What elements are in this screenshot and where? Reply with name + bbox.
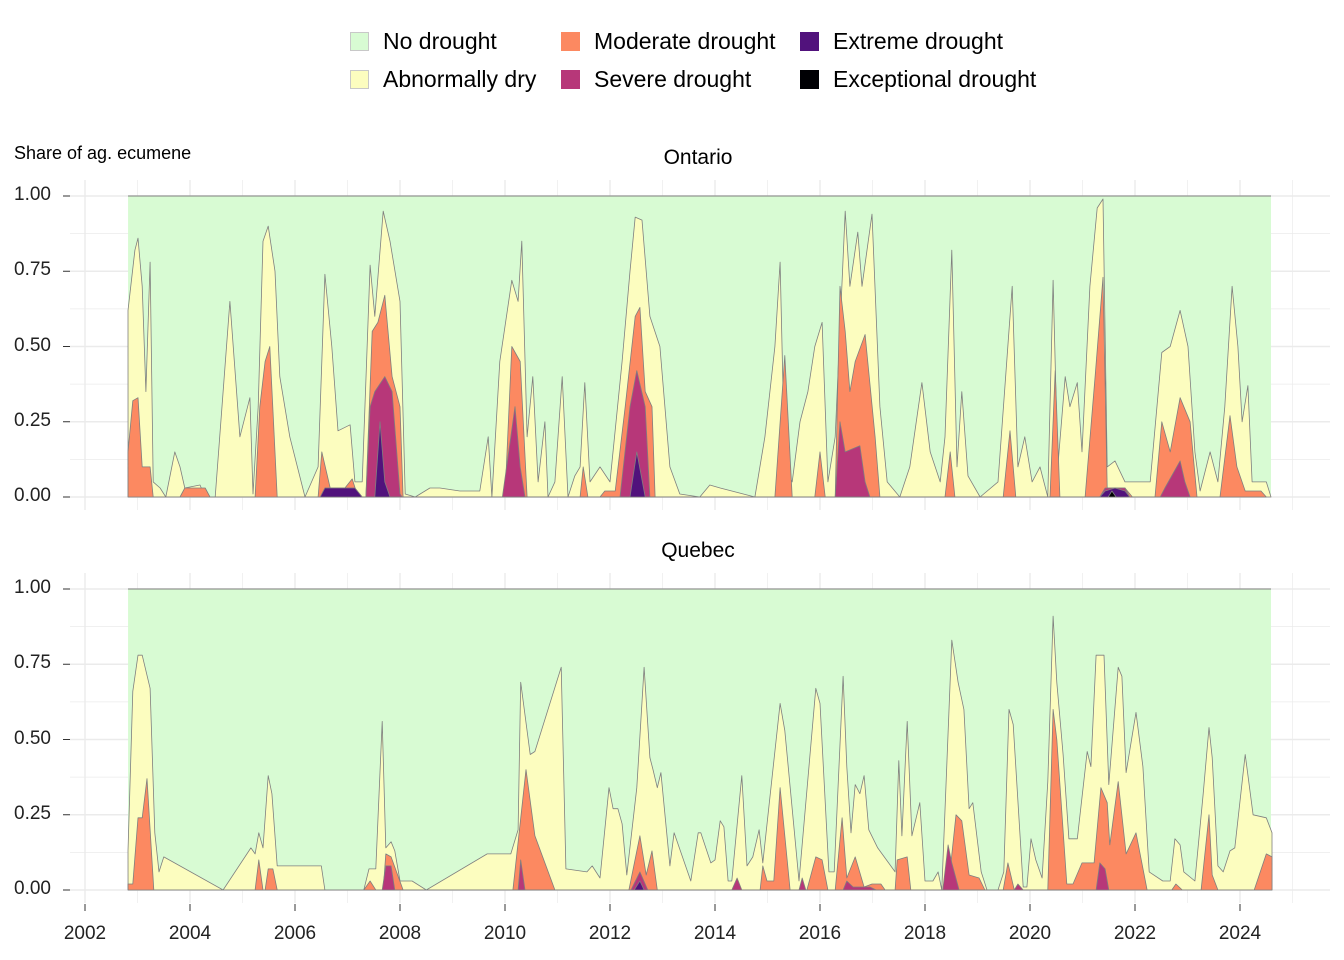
- y-tick-label: 0.25: [14, 409, 51, 431]
- x-tick-label: 2002: [63, 923, 107, 944]
- y-tick-label: 1.00: [14, 577, 51, 598]
- legend-swatch: [350, 31, 369, 51]
- x-tick-label: 2018: [903, 923, 947, 944]
- legend-label: Exceptional drought: [833, 65, 1037, 92]
- area-d2-quebec: [381, 844, 1110, 891]
- x-tick-label: 2022: [1113, 923, 1157, 944]
- y-tick-label: 0.00: [14, 878, 51, 899]
- legend-swatch: [800, 31, 819, 51]
- legend-item-severe: Severe drought: [561, 64, 751, 94]
- y-axis-label: Share of ag. ecumene: [14, 143, 192, 163]
- legend-item-abnormally-dry: Abnormally dry: [350, 64, 536, 94]
- x-tick-label: 2006: [273, 923, 317, 944]
- y-tick-label: 0.75: [14, 259, 51, 281]
- x-tick-label: 2024: [1218, 923, 1262, 944]
- x-tick-label: 2010: [483, 923, 527, 944]
- area-d0-ontario: [127, 198, 1272, 498]
- legend-label: Moderate drought: [594, 27, 776, 54]
- area-d1-ontario: [127, 276, 1267, 498]
- panel-title-ontario: Ontario: [663, 146, 733, 169]
- legend-label: Extreme drought: [833, 27, 1004, 54]
- area-d0-quebec: [127, 615, 1273, 891]
- legend-swatch: [561, 31, 580, 51]
- area-d4-ontario: [1107, 490, 1117, 498]
- y-tick-label: 0.00: [14, 485, 51, 506]
- y-tick-label: 0.50: [14, 727, 51, 749]
- legend-label: Abnormally dry: [383, 65, 537, 92]
- legend-label: No drought: [383, 27, 497, 54]
- y-tick-label: 0.75: [14, 652, 51, 674]
- x-tick-label: 2008: [378, 923, 422, 944]
- y-tick-label: 0.50: [14, 334, 51, 356]
- y-tick-label: 0.25: [14, 802, 51, 824]
- legend-swatch: [561, 69, 580, 89]
- area-d1-quebec: [127, 709, 1273, 891]
- legend-swatch: [800, 69, 819, 89]
- x-tick-label: 2014: [693, 923, 737, 944]
- x-tick-label: 2016: [798, 923, 842, 944]
- panel-title-quebec: Quebec: [661, 539, 735, 562]
- x-tick-label: 2020: [1008, 923, 1052, 944]
- area-d3-ontario: [319, 421, 1131, 498]
- legend-label: Severe drought: [594, 65, 752, 92]
- area-d3-quebec: [633, 880, 645, 891]
- area-d2-ontario: [319, 370, 1191, 498]
- legend-swatch: [350, 69, 369, 89]
- x-tick-label: 2004: [168, 923, 212, 944]
- x-tick-label: 2012: [588, 923, 632, 944]
- y-tick-label: 1.00: [14, 184, 51, 205]
- legend-item-extreme: Extreme drought: [800, 26, 1003, 56]
- legend-item-no-drought: No drought: [350, 26, 497, 56]
- legend-item-moderate: Moderate drought: [561, 26, 776, 56]
- legend-item-exceptional: Exceptional drought: [800, 64, 1036, 94]
